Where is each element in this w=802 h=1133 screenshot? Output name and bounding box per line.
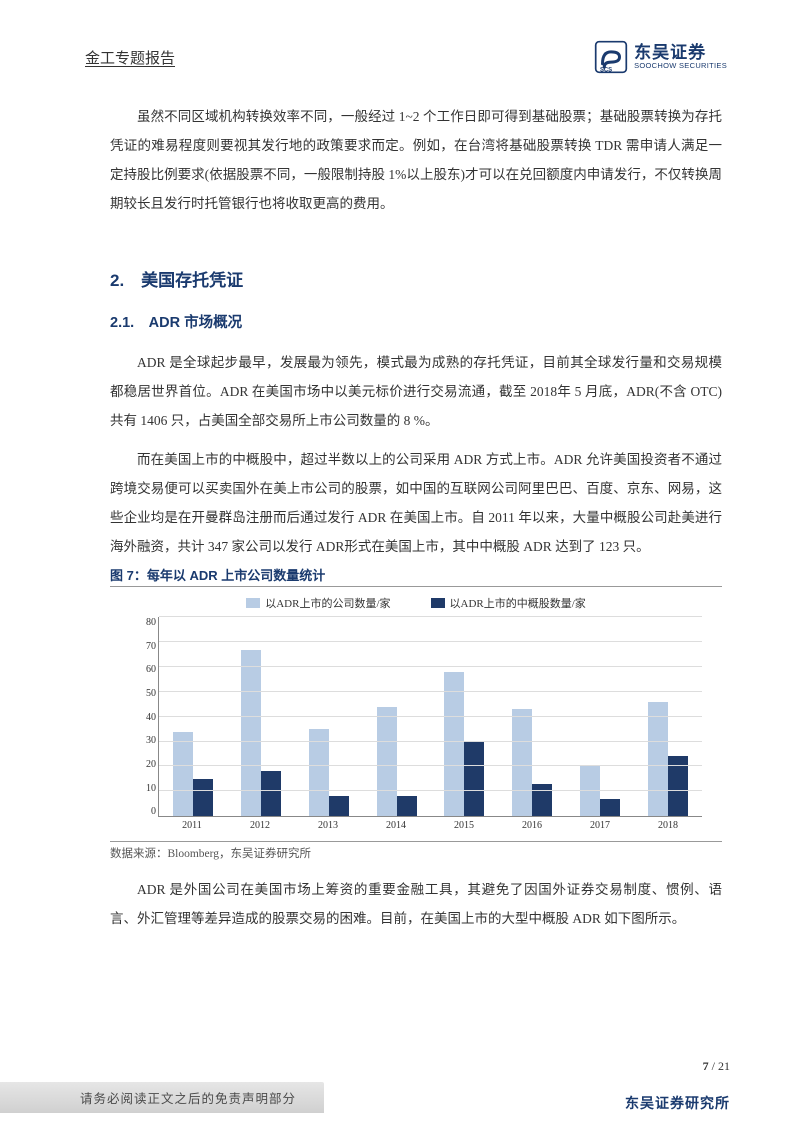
bar-series1 (512, 709, 532, 816)
bar-series2 (532, 784, 552, 816)
bar-series1 (648, 702, 668, 816)
footer-disclaimer: 请务必阅读正文之后的免责声明部分 (0, 1082, 324, 1113)
bar-series1 (173, 732, 193, 817)
gridline (159, 716, 702, 717)
bar-group (566, 617, 634, 816)
y-tick-label: 20 (128, 759, 156, 770)
company-logo: SCS 东吴证券 SOOCHOW SECURITIES (594, 40, 727, 74)
figure-7-source: 数据来源：Bloomberg，东吴证券研究所 (110, 845, 732, 861)
x-tick-label: 2017 (566, 817, 634, 837)
paragraph-adr-overview-2: 而在美国上市的中概股中，超过半数以上的公司采用 ADR 方式上市。ADR 允许美… (110, 445, 722, 561)
bar-group (159, 617, 227, 816)
legend-label-2: 以ADR上市的中概股数量/家 (450, 595, 586, 611)
page-header: 金工专题报告 SCS 东吴证券 SOOCHOW SECURITIES (80, 40, 732, 74)
logo-text-cn: 东吴证券 (634, 44, 727, 62)
legend-item-series1: 以ADR上市的公司数量/家 (246, 595, 390, 611)
gridline (159, 765, 702, 766)
chart-bars (159, 617, 702, 816)
y-tick-label: 70 (128, 641, 156, 652)
bar-series1 (309, 729, 329, 816)
bar-group (227, 617, 295, 816)
report-type-title: 金工专题报告 (85, 47, 175, 68)
bar-series2 (397, 796, 417, 816)
chart-legend: 以ADR上市的公司数量/家 以ADR上市的中概股数量/家 (110, 595, 722, 611)
chart-x-axis: 20112012201320142015201620172018 (158, 817, 702, 837)
legend-swatch-1 (246, 598, 260, 608)
legend-label-1: 以ADR上市的公司数量/家 (265, 595, 390, 611)
bar-series1 (580, 766, 600, 816)
legend-item-series2: 以ADR上市的中概股数量/家 (431, 595, 586, 611)
bar-series1 (444, 672, 464, 816)
chart-plot-area: 01020304050607080 2011201220132014201520… (158, 617, 702, 837)
page-total: 21 (718, 1059, 730, 1073)
chart-grid (158, 617, 702, 817)
x-tick-label: 2011 (158, 817, 226, 837)
figure-7-title: 图 7：每年以 ADR 上市公司数量统计 (110, 565, 732, 584)
svg-text:SCS: SCS (600, 67, 612, 73)
x-tick-label: 2018 (634, 817, 702, 837)
bar-series2 (193, 779, 213, 816)
bar-group (634, 617, 702, 816)
bar-series2 (329, 796, 349, 816)
gridline (159, 741, 702, 742)
x-tick-label: 2015 (430, 817, 498, 837)
bar-series2 (261, 771, 281, 816)
x-tick-label: 2013 (294, 817, 362, 837)
bar-group (295, 617, 363, 816)
y-tick-label: 80 (128, 617, 156, 628)
legend-swatch-2 (431, 598, 445, 608)
logo-icon: SCS (594, 40, 628, 74)
bar-series2 (464, 742, 484, 817)
logo-text-en: SOOCHOW SECURITIES (634, 62, 727, 70)
footer-org: 东吴证券研究所 (625, 1093, 730, 1113)
gridline (159, 616, 702, 617)
page-footer: 7 / 21 请务必阅读正文之后的免责声明部分 东吴证券研究所 (0, 1059, 802, 1133)
gridline (159, 641, 702, 642)
figure-7-chart: 以ADR上市的公司数量/家 以ADR上市的中概股数量/家 01020304050… (110, 586, 722, 842)
y-tick-label: 30 (128, 735, 156, 746)
bar-group (431, 617, 499, 816)
page-number: 7 / 21 (0, 1059, 730, 1074)
paragraph-adr-overview-1: ADR 是全球起步最早，发展最为领先，模式最为成熟的存托凭证，目前其全球发行量和… (110, 348, 722, 435)
y-tick-label: 60 (128, 664, 156, 675)
x-tick-label: 2014 (362, 817, 430, 837)
section-2-1-heading: 2.1. ADR 市场概况 (110, 311, 732, 332)
y-tick-label: 50 (128, 688, 156, 699)
x-tick-label: 2012 (226, 817, 294, 837)
y-tick-label: 10 (128, 783, 156, 794)
y-tick-label: 40 (128, 712, 156, 723)
x-tick-label: 2016 (498, 817, 566, 837)
page-current: 7 (703, 1059, 709, 1073)
gridline (159, 691, 702, 692)
gridline (159, 790, 702, 791)
bar-series1 (377, 707, 397, 816)
y-tick-label: 0 (128, 806, 156, 817)
gridline (159, 666, 702, 667)
paragraph-intro: 虽然不同区域机构转换效率不同，一般经过 1~2 个工作日即可得到基础股票；基础股… (110, 102, 722, 218)
bar-series2 (600, 799, 620, 816)
bar-group (498, 617, 566, 816)
bar-group (363, 617, 431, 816)
paragraph-adr-tool: ADR 是外国公司在美国市场上筹资的重要金融工具，其避免了因国外证券交易制度、惯… (110, 875, 722, 933)
section-2-heading: 2. 美国存托凭证 (110, 266, 732, 291)
chart-y-axis: 0 10 20 30 40 50 60 70 80 (128, 617, 156, 817)
